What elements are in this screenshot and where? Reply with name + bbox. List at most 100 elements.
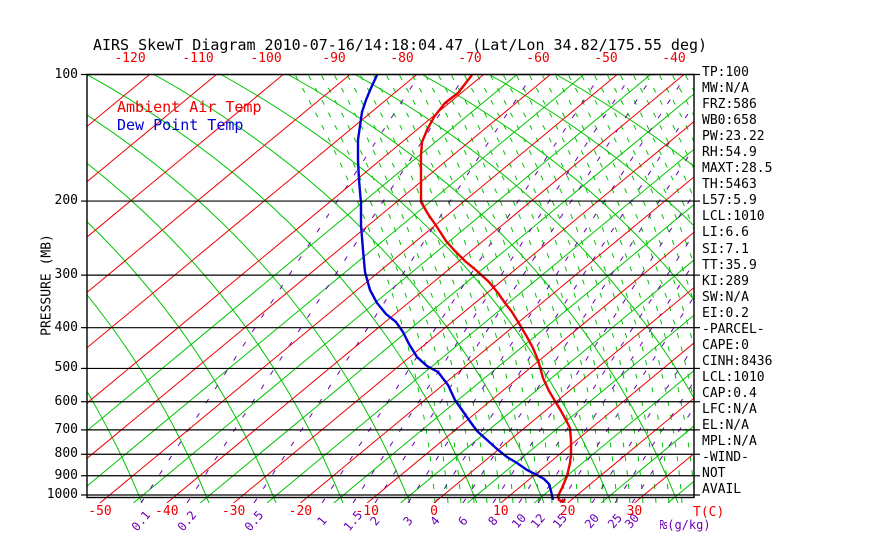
bottom-temp-tick-label: 30	[626, 504, 643, 519]
mixing-ratio-line	[614, 380, 694, 503]
param-readout: TT:35.9	[702, 257, 757, 273]
moist-adiabat-line	[515, 74, 657, 503]
isotherm-line	[87, 74, 551, 460]
isotherm-line	[87, 74, 418, 349]
param-readout: FRZ:586	[702, 97, 757, 113]
moist-adiabat-line	[502, 74, 644, 503]
dry-adiabat-line	[87, 114, 411, 503]
mixing-ratio-line	[321, 74, 601, 503]
mixing-ratio-line	[591, 345, 694, 503]
bottom-temp-tick-label: 10	[492, 504, 509, 519]
mixing-ratio-line	[631, 406, 694, 503]
pressure-tick-label: 300	[54, 267, 78, 283]
moist-adiabat-line	[476, 74, 618, 503]
pressure-tick-label: 400	[54, 319, 78, 335]
top-temp-tick-label: -70	[458, 51, 482, 66]
param-readout: KI:289	[702, 273, 749, 289]
isotherm-line	[87, 74, 150, 128]
moist-adiabat-line	[776, 75, 870, 504]
ambient-temp-curve	[419, 74, 573, 503]
moist-adiabat-line	[411, 74, 553, 503]
isotherm-line	[99, 74, 618, 503]
isotherm-line	[87, 74, 351, 294]
param-readout: SW:N/A	[702, 289, 749, 305]
dry-adiabat-line	[87, 390, 143, 503]
param-readout: NOT	[702, 466, 726, 482]
param-readout: LI:6.6	[702, 225, 749, 241]
param-readout: CAPE:0	[702, 337, 749, 353]
param-readout: TP:100	[702, 65, 749, 80]
moist-adiabat-line	[424, 74, 566, 503]
pressure-tick-label: 200	[54, 193, 78, 209]
param-readout: LCL:1010	[702, 369, 765, 385]
minor-isotherm-line	[266, 148, 694, 503]
pressure-tick-label: 600	[54, 393, 78, 409]
moist-adiabat-line	[385, 74, 527, 503]
moist-adiabat-line	[489, 74, 631, 503]
isotherm-line	[768, 75, 870, 504]
dry-adiabat-line	[87, 162, 344, 503]
moist-adiabat-line	[789, 75, 870, 504]
mixing-ratio-line	[492, 192, 694, 503]
isotherm-line	[366, 231, 694, 503]
pressure-tick-label: 700	[54, 421, 78, 437]
top-temp-tick-label: -90	[322, 51, 346, 66]
moist-adiabat-line	[580, 74, 694, 349]
bottom-temp-tick-label: -50	[88, 504, 112, 519]
param-readout: MAXT:28.5	[702, 161, 773, 177]
bottom-temp-tick-label: -40	[155, 504, 179, 519]
param-readout: RH:54.9	[702, 145, 757, 161]
param-readout: -PARCEL-	[702, 321, 765, 337]
dry-adiabat-line	[87, 74, 478, 503]
isotherm-line	[500, 342, 694, 503]
dry-adiabat-line	[0, 75, 75, 504]
moist-adiabat-line	[307, 74, 449, 503]
minor-isotherm-line	[533, 369, 694, 503]
param-readout: WB0:658	[702, 113, 757, 129]
moist-adiabat-line	[567, 74, 694, 405]
top-temp-tick-label: -120	[114, 51, 146, 66]
isotherm-line	[87, 74, 284, 238]
isotherm-line	[87, 74, 217, 183]
moist-adiabat-line	[541, 74, 683, 503]
mixing-ratio-line	[537, 262, 694, 503]
dry-adiabat-line	[87, 221, 277, 503]
top-temp-tick-label: -60	[526, 51, 550, 66]
pressure-tick-label: 100	[54, 66, 78, 82]
bottom-temp-tick-label: -30	[221, 504, 246, 519]
param-readout: TH:5463	[702, 177, 757, 193]
param-readout: EI:0.2	[702, 305, 749, 321]
moist-adiabat-line	[372, 74, 514, 503]
top-temp-tick-label: -100	[250, 51, 282, 66]
isotherm-line	[233, 120, 694, 503]
moist-adiabat-line	[294, 74, 436, 503]
isotherm-line	[835, 75, 870, 504]
pressure-tick-label: 1000	[46, 487, 78, 502]
bottom-temp-tick-label: 20	[559, 504, 576, 519]
moist-adiabat-line	[450, 74, 592, 503]
dry-adiabat-line	[488, 74, 694, 227]
pressure-tick-label: 900	[54, 467, 78, 483]
param-readout: L57:5.9	[702, 193, 757, 209]
moist-adiabat-line	[346, 74, 488, 503]
minor-isotherm-line	[400, 259, 694, 503]
top-temp-tick-label: -40	[662, 51, 686, 66]
moist-adiabat-line	[763, 75, 870, 504]
mixing-ratio-line	[434, 103, 694, 503]
legend-ambient-air-temp: Ambient Air Temp	[117, 98, 262, 116]
chart-title: AIRS SkewT Diagram 2010-07-16/14:18:04.4…	[92, 36, 708, 54]
param-readout: PW:23.22	[702, 129, 765, 145]
pressure-tick-label: 500	[54, 360, 78, 376]
mixing-ratio-line	[374, 74, 654, 503]
mixing-ratio-line	[407, 74, 687, 503]
param-readout: SI:7.1	[702, 241, 749, 257]
dry-adiabat-line	[287, 74, 679, 503]
dry-adiabat-line	[555, 74, 694, 168]
moist-adiabat-line	[528, 74, 670, 503]
param-readout: LCL:1010	[702, 209, 765, 225]
mixing-ratio-unit-label: ₨(g/kg)	[660, 518, 711, 532]
param-readout: CAP:0.4	[702, 385, 757, 401]
isotherm-line	[166, 74, 685, 503]
dry-adiabat-line	[87, 294, 210, 503]
param-readout: EL:N/A	[702, 418, 749, 434]
